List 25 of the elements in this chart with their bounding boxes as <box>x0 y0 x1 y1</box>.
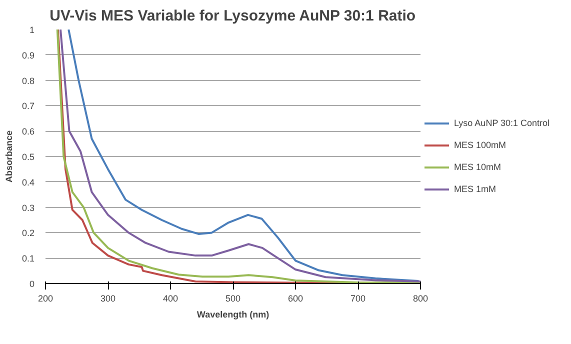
y-tick-label: 0.1 <box>22 254 35 264</box>
y-tick-label: 0 <box>29 279 35 289</box>
x-axis-title: Wavelength (nm) <box>196 310 270 320</box>
x-tick-label: 500 <box>225 294 241 304</box>
x-tick-label: 200 <box>38 294 54 304</box>
legend-label: MES 1mM <box>454 183 496 195</box>
y-axis-title: Absorbance <box>4 130 14 183</box>
legend-label: MES 10mM <box>454 161 502 173</box>
legend-label: MES 100mM <box>454 139 506 151</box>
y-tick-label: 0.8 <box>22 76 35 86</box>
x-tick-label: 600 <box>288 294 304 304</box>
y-tick-label: 0.7 <box>22 101 35 112</box>
x-tick-label: 300 <box>100 294 116 304</box>
x-tick-label: 700 <box>350 294 366 304</box>
y-tick-label: 0.9 <box>22 50 35 60</box>
legend-label: Lyso AuNP 30:1 Control <box>454 117 550 129</box>
y-tick-label: 0.5 <box>22 152 35 162</box>
y-tick-label: 0.4 <box>22 177 35 188</box>
x-tick-label: 400 <box>162 294 178 304</box>
y-tick-label: 1 <box>29 25 35 35</box>
y-tick-label: 0.6 <box>22 126 35 137</box>
chart-title: UV-Vis MES Variable for Lysozyme AuNP 30:1 Ratio <box>50 8 416 24</box>
y-tick-label: 0.3 <box>22 202 35 213</box>
x-tick-label: 800 <box>412 294 428 304</box>
y-tick-label: 0.2 <box>22 228 35 238</box>
